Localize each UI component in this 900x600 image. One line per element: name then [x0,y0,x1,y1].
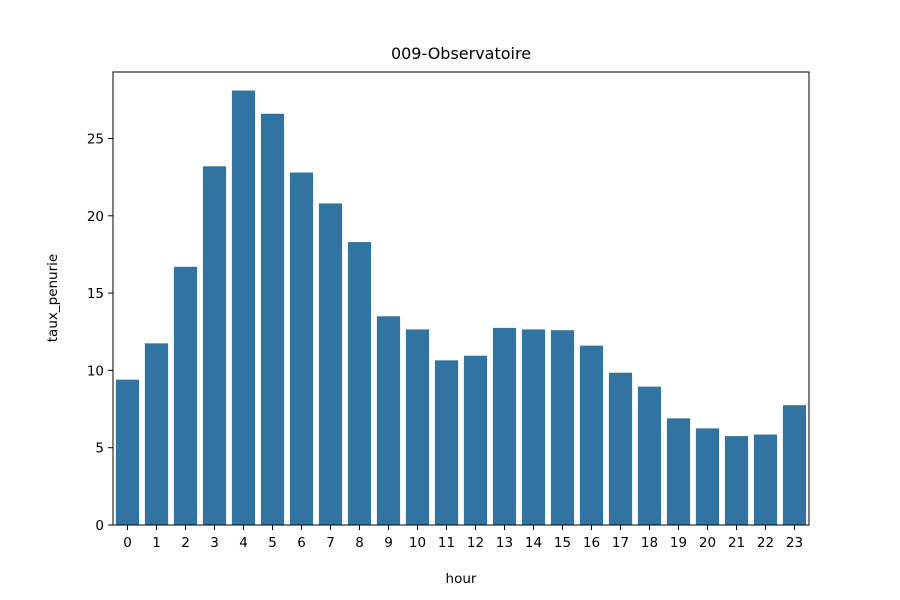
bar-hour-16 [579,345,604,525]
x-tick-label: 23 [786,535,803,551]
x-tick-label: 13 [496,535,513,551]
bar-hour-12 [463,355,488,525]
x-axis-label: hour [446,571,477,587]
bar-hour-0 [115,379,140,525]
x-tick-label: 21 [728,535,745,551]
bar-hour-20 [695,428,720,525]
bar-hour-11 [434,360,459,525]
bar-hour-17 [608,372,633,525]
y-tick-label: 5 [95,441,104,457]
y-axis: 0 5 10 15 20 25 [87,131,113,534]
y-tick-label: 10 [87,363,104,379]
x-tick-label: 7 [326,535,335,551]
x-tick-label: 15 [554,535,571,551]
bar-hour-1 [144,343,169,525]
y-tick-label: 0 [95,518,104,534]
x-tick-label: 10 [409,535,426,551]
x-tick-label: 16 [583,535,600,551]
y-tick-label: 15 [87,286,104,302]
y-axis-label: taux_penurie [45,254,61,342]
x-tick-label: 0 [123,535,132,551]
x-axis: 0 1 2 3 4 5 6 7 8 9 10 11 12 13 14 15 16 17 18 19 20 21 22 23 [123,525,803,551]
x-tick-label: 8 [355,535,364,551]
y-tick-label: 20 [87,209,104,225]
bar-hour-6 [289,172,314,525]
x-tick-label: 3 [210,535,219,551]
x-tick-label: 4 [239,535,248,551]
bar-hour-5 [260,113,285,526]
x-tick-label: 14 [525,535,542,551]
x-tick-label: 6 [297,535,306,551]
x-tick-label: 12 [467,535,484,551]
bar-hour-2 [173,266,198,525]
plot-frame [112,71,810,526]
bar-hour-23 [782,405,807,525]
bars-group [115,90,807,526]
bar-hour-7 [318,203,343,525]
bar-hour-9 [376,316,401,525]
bar-hour-10 [405,329,430,525]
bar-hour-14 [521,329,546,525]
chart-title: 009-Observatoire [391,44,531,63]
x-tick-label: 2 [181,535,190,551]
bar-hour-15 [550,330,575,525]
bar-hour-3 [202,166,227,525]
x-tick-label: 1 [152,535,161,551]
bar-hour-18 [637,386,662,525]
bar-hour-22 [753,434,778,525]
x-tick-label: 17 [612,535,629,551]
bar-hour-13 [492,327,517,525]
x-tick-label: 19 [670,535,687,551]
x-tick-label: 20 [699,535,716,551]
x-tick-label: 5 [268,535,277,551]
x-tick-label: 18 [641,535,658,551]
x-tick-label: 11 [438,535,455,551]
x-tick-label: 22 [757,535,774,551]
bar-hour-19 [666,418,691,525]
bar-hour-8 [347,242,372,526]
x-tick-label: 9 [384,535,393,551]
bar-hour-21 [724,436,749,525]
bar-hour-4 [231,90,256,525]
y-tick-label: 25 [87,131,104,147]
